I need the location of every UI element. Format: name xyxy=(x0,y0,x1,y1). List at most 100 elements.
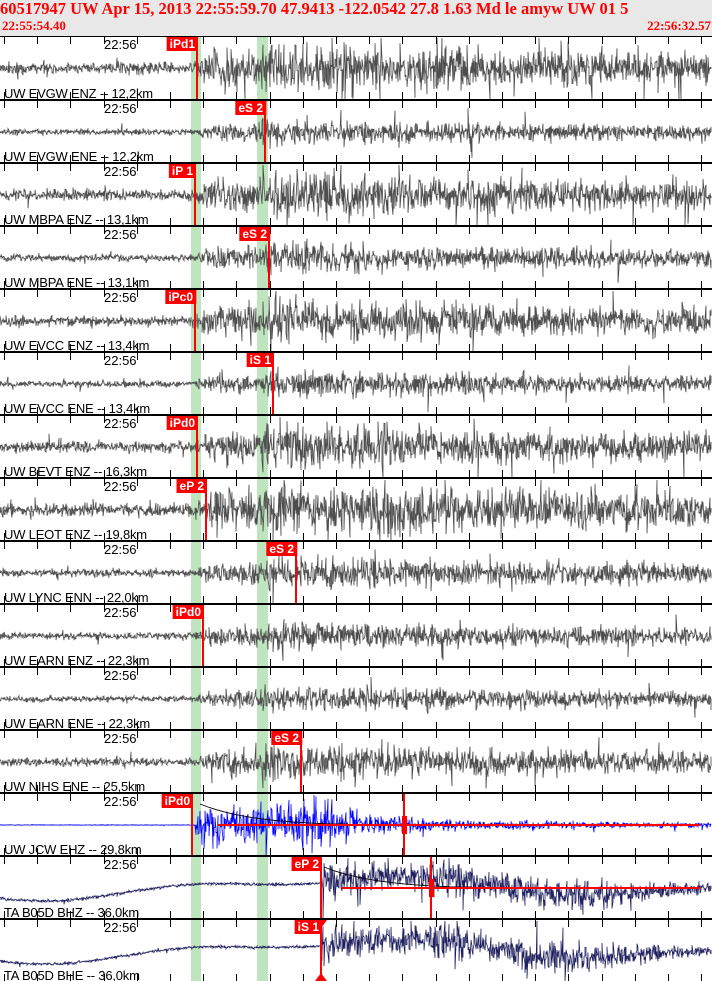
time-tick xyxy=(568,668,569,675)
time-tick xyxy=(602,857,603,864)
time-tick xyxy=(37,920,38,927)
time-tick xyxy=(568,479,569,486)
pick-marker-line[interactable] xyxy=(264,101,266,162)
waveform-trace xyxy=(0,365,712,412)
time-tick xyxy=(303,155,304,162)
trace-row[interactable]: eS 2 22:56 UW MBPA ENE -- 13,1km xyxy=(0,225,712,288)
pick-label[interactable]: iPd0 xyxy=(166,416,198,430)
time-tick xyxy=(668,605,669,612)
time-tick xyxy=(104,470,105,477)
pick-marker-line[interactable] xyxy=(191,794,193,855)
trace-row[interactable]: iS 1 22:56 TA B05D BHE -- 36,0km xyxy=(0,918,712,981)
time-tick xyxy=(469,605,470,612)
time-tick xyxy=(402,407,403,414)
pick-label[interactable]: eS 2 xyxy=(235,101,266,115)
time-tick xyxy=(369,920,370,927)
time-tick xyxy=(568,794,569,801)
time-tick xyxy=(502,344,503,351)
time-tick xyxy=(502,218,503,225)
waveform-trace xyxy=(0,290,712,351)
trace-row[interactable]: eS 2 22:56 UW NIHS ENE -- 25,5km xyxy=(0,729,712,792)
time-tick xyxy=(104,722,105,729)
time-tick xyxy=(104,92,105,99)
pick-label[interactable]: eP 2 xyxy=(291,857,322,871)
pick-marker-line[interactable] xyxy=(205,479,207,540)
station-channel-label: UW EARN ENE -- 22,3km xyxy=(4,716,151,730)
time-tick xyxy=(568,92,569,99)
time-tick xyxy=(568,416,569,423)
pick-marker-line[interactable] xyxy=(202,605,204,666)
pick-label[interactable]: iP 1 xyxy=(168,164,196,178)
time-tick xyxy=(635,731,636,738)
time-tick xyxy=(270,344,271,351)
time-highlight-band-1 xyxy=(191,668,201,729)
time-tick xyxy=(502,281,503,288)
pick-label[interactable]: iPd1 xyxy=(166,37,198,51)
time-tick xyxy=(668,731,669,738)
time-tick xyxy=(4,479,5,486)
pick-marker-line[interactable] xyxy=(272,353,274,414)
time-tick xyxy=(502,857,503,864)
pick-marker-line[interactable] xyxy=(194,290,196,351)
time-tick xyxy=(701,731,702,738)
time-tick xyxy=(4,920,5,927)
time-tick xyxy=(535,290,536,297)
time-tick xyxy=(668,542,669,549)
time-tick xyxy=(236,533,237,540)
trace-row[interactable]: iPc0 22:56 UW EVCC ENZ -- 13,4km xyxy=(0,288,712,351)
pick-label[interactable]: eS 2 xyxy=(271,731,302,745)
pick-label[interactable]: iPd0 xyxy=(172,605,204,619)
pick-label[interactable]: eP 2 xyxy=(176,479,207,493)
time-tick xyxy=(104,101,105,108)
trace-row[interactable]: iPd0 22:56 UW BEVT ENZ -- 16,3km xyxy=(0,414,712,477)
trace-row[interactable]: iPd0 22:56 UW JCW EHZ -- 29,8km xyxy=(0,792,712,855)
trace-row[interactable]: eP 2 22:56 UW LEOT ENZ -- 19,8km xyxy=(0,477,712,540)
time-tick xyxy=(4,155,5,162)
trace-row[interactable]: eS 2 22:56 UW EVGW ENE -- 12,2km xyxy=(0,99,712,162)
time-tick xyxy=(701,785,702,792)
time-tick xyxy=(70,227,71,234)
time-tick xyxy=(535,479,536,486)
time-tick xyxy=(635,218,636,225)
pick-marker-line[interactable] xyxy=(194,164,196,225)
time-tick xyxy=(303,785,304,792)
time-tick xyxy=(270,668,271,675)
pick-marker-line[interactable] xyxy=(320,857,322,918)
time-tick xyxy=(635,659,636,666)
time-tick xyxy=(37,281,38,288)
pick-label[interactable]: eS 2 xyxy=(239,227,270,241)
time-tick xyxy=(37,542,38,549)
trace-row[interactable]: iPd0 22:56 UW EARN ENZ -- 22,3km xyxy=(0,603,712,666)
trace-row[interactable]: 22:56 UW EARN ENE -- 22,3km xyxy=(0,666,712,729)
time-tick xyxy=(402,281,403,288)
pick-marker-line[interactable] xyxy=(295,542,297,603)
pick-label[interactable]: iPc0 xyxy=(165,290,196,304)
time-tick xyxy=(469,155,470,162)
trace-row[interactable]: iS 1 22:56 UW EVCC ENE -- 13,4km xyxy=(0,351,712,414)
time-tick xyxy=(469,974,470,981)
pick-marker-line[interactable] xyxy=(196,37,198,99)
time-tick xyxy=(170,479,171,486)
time-tick xyxy=(668,155,669,162)
time-tick xyxy=(336,227,337,234)
pick-label[interactable]: eS 2 xyxy=(266,542,297,556)
time-tick xyxy=(369,857,370,864)
trace-row[interactable]: iP 1 22:56 UW MBPA ENZ -- 13,1km xyxy=(0,162,712,225)
time-highlight-band-2 xyxy=(257,37,268,99)
time-tick xyxy=(469,857,470,864)
pick-label[interactable]: iPd0 xyxy=(161,794,193,808)
time-tick xyxy=(402,227,403,234)
trace-row[interactable]: iPd1 22:56 UW EVGW ENZ -- 12,2km xyxy=(0,36,712,99)
trace-row[interactable]: eP 2 22:56 TA B05D BHZ -- 36,0km xyxy=(0,855,712,918)
time-tick xyxy=(568,596,569,603)
time-tick xyxy=(369,407,370,414)
trace-row[interactable]: eS 2 22:56 UW LYNC ENN -- 22,0km xyxy=(0,540,712,603)
pick-label[interactable]: iS 1 xyxy=(246,353,274,367)
time-tick xyxy=(336,281,337,288)
time-tick xyxy=(568,605,569,612)
trace-stack[interactable]: iPd1 22:56 UW EVGW ENZ -- 12,2km eS 2 22:56 U… xyxy=(0,36,712,981)
time-tick xyxy=(602,920,603,927)
pick-marker-line[interactable] xyxy=(300,731,302,792)
pick-marker-line[interactable] xyxy=(268,227,270,288)
pick-marker-line[interactable] xyxy=(196,416,198,477)
